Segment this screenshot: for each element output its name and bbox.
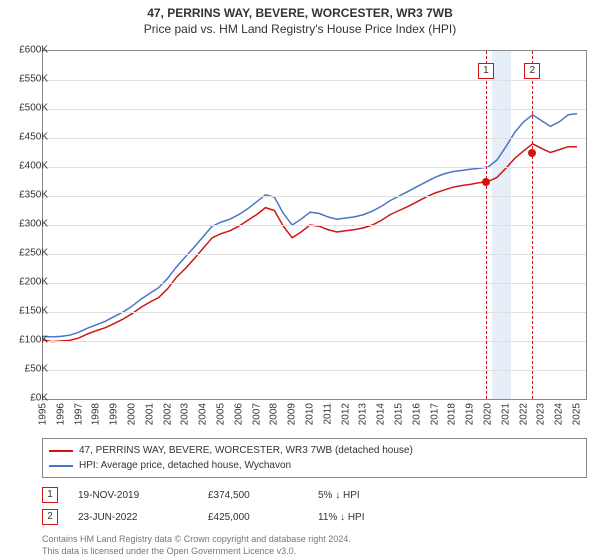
y-axis-label: £200K <box>4 277 48 288</box>
legend-item: 47, PERRINS WAY, BEVERE, WORCESTER, WR3 … <box>49 443 580 458</box>
event-date: 19-NOV-2019 <box>78 490 188 501</box>
attribution-line2: This data is licensed under the Open Gov… <box>42 546 587 558</box>
y-axis-label: £400K <box>4 161 48 172</box>
plot-area: 1995199619971998199920002001200220032004… <box>42 50 587 400</box>
chart-footer: 47, PERRINS WAY, BEVERE, WORCESTER, WR3 … <box>42 438 587 557</box>
y-axis-label: £150K <box>4 306 48 317</box>
x-axis-label: 2020 <box>483 403 494 425</box>
legend-swatch <box>49 465 73 467</box>
x-axis-label: 1997 <box>73 403 84 425</box>
y-axis-label: £50K <box>4 364 48 375</box>
gridline <box>43 196 586 197</box>
x-axis-label: 2023 <box>536 403 547 425</box>
event-price: £425,000 <box>208 512 298 523</box>
event-diff: 5% ↓ HPI <box>318 490 360 501</box>
x-axis-label: 2016 <box>411 403 422 425</box>
gridline <box>43 225 586 226</box>
x-axis-label: 2018 <box>447 403 458 425</box>
event-date: 23-JUN-2022 <box>78 512 188 523</box>
x-axis-label: 2006 <box>233 403 244 425</box>
x-axis-label: 2001 <box>144 403 155 425</box>
event-line <box>532 51 533 399</box>
legend-label: HPI: Average price, detached house, Wych… <box>79 458 291 473</box>
gridline <box>43 109 586 110</box>
x-axis-label: 2022 <box>518 403 529 425</box>
x-axis-label: 2013 <box>358 403 369 425</box>
gridline <box>43 254 586 255</box>
x-axis-label: 2024 <box>554 403 565 425</box>
gridline <box>43 167 586 168</box>
gridline <box>43 370 586 371</box>
event-marker: 2 <box>524 63 540 79</box>
event-dot <box>482 178 490 186</box>
x-axis-label: 2014 <box>376 403 387 425</box>
attribution-line1: Contains HM Land Registry data © Crown c… <box>42 534 587 546</box>
x-axis-label: 2012 <box>340 403 351 425</box>
x-axis-label: 2007 <box>251 403 262 425</box>
event-diff: 11% ↓ HPI <box>318 512 365 523</box>
legend-label: 47, PERRINS WAY, BEVERE, WORCESTER, WR3 … <box>79 443 413 458</box>
y-axis-label: £550K <box>4 74 48 85</box>
y-axis-label: £100K <box>4 335 48 346</box>
attribution: Contains HM Land Registry data © Crown c… <box>42 534 587 557</box>
x-axis-label: 1999 <box>109 403 120 425</box>
y-axis-label: £500K <box>4 103 48 114</box>
gridline <box>43 80 586 81</box>
y-axis-label: £0K <box>4 393 48 404</box>
chart-title-line1: 47, PERRINS WAY, BEVERE, WORCESTER, WR3 … <box>0 6 600 22</box>
x-axis-label: 2002 <box>162 403 173 425</box>
y-axis-label: £350K <box>4 190 48 201</box>
x-axis-label: 2011 <box>322 403 333 425</box>
event-badge: 1 <box>42 487 58 503</box>
chart-title-line2: Price paid vs. HM Land Registry's House … <box>0 22 600 38</box>
x-axis-label: 2010 <box>305 403 316 425</box>
event-row: 1 19-NOV-2019 £374,500 5% ↓ HPI <box>42 484 587 506</box>
x-axis-label: 2008 <box>269 403 280 425</box>
x-axis-label: 1995 <box>38 403 49 425</box>
chart-container: 47, PERRINS WAY, BEVERE, WORCESTER, WR3 … <box>0 0 600 560</box>
event-row: 2 23-JUN-2022 £425,000 11% ↓ HPI <box>42 506 587 528</box>
y-axis-label: £250K <box>4 248 48 259</box>
x-axis-label: 2025 <box>572 403 583 425</box>
legend: 47, PERRINS WAY, BEVERE, WORCESTER, WR3 … <box>42 438 587 478</box>
event-price: £374,500 <box>208 490 298 501</box>
x-axis-label: 2017 <box>429 403 440 425</box>
x-axis-label: 2019 <box>465 403 476 425</box>
event-dot <box>528 149 536 157</box>
event-badge: 2 <box>42 509 58 525</box>
event-marker: 1 <box>478 63 494 79</box>
legend-swatch <box>49 450 73 452</box>
gridline <box>43 138 586 139</box>
x-axis-label: 1998 <box>91 403 102 425</box>
chart-titles: 47, PERRINS WAY, BEVERE, WORCESTER, WR3 … <box>0 0 600 37</box>
x-axis-label: 2004 <box>198 403 209 425</box>
x-axis-label: 2021 <box>500 403 511 425</box>
x-axis-label: 1996 <box>55 403 66 425</box>
gridline <box>43 283 586 284</box>
legend-item: HPI: Average price, detached house, Wych… <box>49 458 580 473</box>
x-axis-label: 2003 <box>180 403 191 425</box>
gridline <box>43 341 586 342</box>
y-axis-label: £450K <box>4 132 48 143</box>
events-table: 1 19-NOV-2019 £374,500 5% ↓ HPI 2 23-JUN-2022… <box>42 484 587 528</box>
x-axis-label: 2000 <box>127 403 138 425</box>
gridline <box>43 312 586 313</box>
event-line <box>486 51 487 399</box>
x-axis-label: 2005 <box>216 403 227 425</box>
y-axis-label: £300K <box>4 219 48 230</box>
x-axis-label: 2009 <box>287 403 298 425</box>
x-axis-label: 2015 <box>394 403 405 425</box>
y-axis-label: £600K <box>4 45 48 56</box>
